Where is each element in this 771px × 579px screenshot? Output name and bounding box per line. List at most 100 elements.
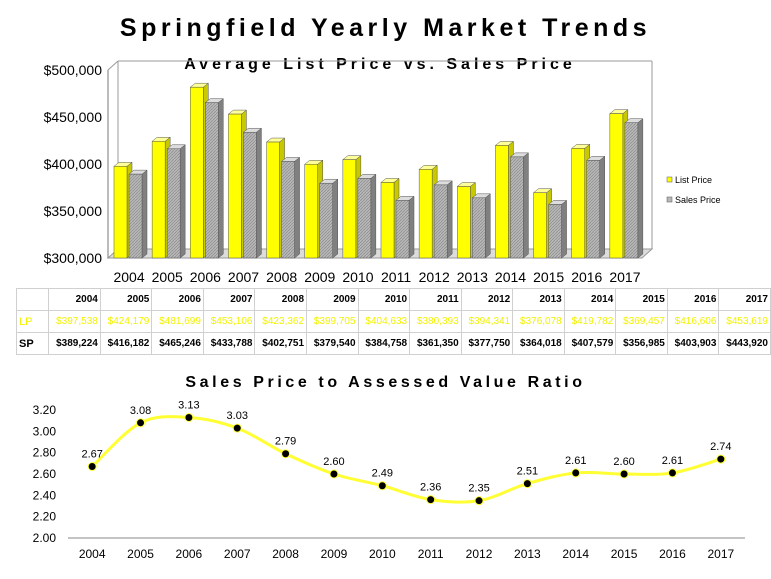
- table-cell: $356,985: [615, 332, 668, 355]
- line-y-tick-label: 2.20: [33, 510, 57, 524]
- line-x-tick-label: 2005: [127, 547, 154, 561]
- x-tick-label: 2016: [571, 269, 602, 285]
- table-cell: $384,758: [357, 332, 411, 355]
- bar-front: [609, 113, 624, 259]
- bar-front: [380, 182, 395, 259]
- bar-front: [510, 156, 524, 259]
- line-x-tick-label: 2008: [272, 547, 299, 561]
- line-x-tick-label: 2004: [79, 547, 106, 561]
- x-tick-label: 2007: [228, 269, 259, 285]
- ratio-point: [184, 412, 194, 422]
- line-x-tick-label: 2017: [707, 547, 734, 561]
- line-x-tick-label: 2011: [418, 547, 444, 561]
- x-tick-label: 2005: [152, 269, 183, 285]
- x-tick-label: 2011: [381, 269, 411, 285]
- sales-price-bar: [586, 155, 606, 259]
- sales-price-bar: [509, 152, 530, 259]
- line-y-tick-label: 2.80: [33, 446, 57, 460]
- legend-label-sales-price: Sales Price: [675, 195, 721, 205]
- sales-price-bar: [471, 193, 491, 259]
- line-x-tick-label: 2006: [176, 547, 203, 561]
- data-table: 2004 2005 2006 2007 2008 2009 2010 2011 2012 2013…: [15, 288, 771, 355]
- sales-price-bar: [166, 144, 186, 259]
- ratio-data-label: 2.61: [662, 455, 683, 467]
- ratio-data-label: 2.60: [613, 456, 634, 468]
- bar-front: [166, 148, 181, 259]
- line-y-tick-label: 3.00: [33, 424, 57, 438]
- bar-front: [495, 145, 509, 259]
- line-x-tick-label: 2010: [369, 547, 396, 561]
- ratio-point: [232, 423, 242, 433]
- bar-front: [586, 160, 600, 259]
- line-y-tick-label: 2.00: [33, 531, 57, 545]
- bar-chart: $300,000 $350,000 $400,000 $450,000 $500,000…: [44, 60, 721, 285]
- bar-front: [266, 141, 280, 259]
- bar-front: [533, 192, 547, 259]
- bar-front: [472, 197, 486, 259]
- bar-front: [205, 102, 219, 259]
- ratio-point: [474, 496, 484, 506]
- x-tick-label: 2017: [609, 269, 640, 285]
- y-tick-label: $300,000: [44, 250, 103, 266]
- bar-front: [151, 141, 166, 259]
- bar-front: [624, 122, 639, 259]
- table-cell: $443,920: [718, 332, 771, 355]
- bar-front: [342, 159, 357, 259]
- line-x-tick-label: 2015: [611, 547, 638, 561]
- ratio-data-label: 2.49: [372, 468, 393, 480]
- ratio-point: [571, 468, 581, 478]
- bar-front: [433, 184, 448, 259]
- ratio-data-label: 2.36: [420, 482, 441, 494]
- ratio-point: [619, 469, 629, 479]
- ratio-point: [716, 454, 726, 464]
- x-tick-label: 2013: [457, 269, 488, 285]
- x-tick-label: 2006: [190, 269, 221, 285]
- legend-label-list-price: List Price: [675, 175, 712, 185]
- line-y-tick-label: 2.60: [33, 467, 57, 481]
- ratio-point: [426, 495, 436, 505]
- ratio-data-label: 2.74: [710, 441, 731, 453]
- bar-front: [357, 178, 372, 259]
- bar-front: [395, 200, 410, 259]
- legend-swatch-sales-price: [666, 196, 673, 203]
- bar-front: [243, 131, 257, 259]
- line-y-tick-label: 3.20: [33, 403, 57, 417]
- table-cell: $404,633: [357, 310, 411, 333]
- sales-price-bar: [624, 118, 644, 259]
- x-tick-label: 2014: [495, 269, 526, 285]
- table-cell: $402,751: [254, 332, 308, 355]
- line-x-tick-label: 2014: [562, 547, 589, 561]
- ratio-data-label: 2.61: [565, 455, 586, 467]
- page-title: Springfield Yearly Market Trends: [119, 14, 652, 42]
- line-x-tick-label: 2016: [659, 547, 686, 561]
- x-tick-label: 2009: [304, 269, 335, 285]
- sales-price-bar: [395, 195, 415, 259]
- sales-price-bar: [204, 98, 224, 259]
- sales-price-bar: [242, 127, 263, 259]
- ratio-point: [667, 468, 677, 478]
- table-year-header: 2010: [357, 288, 411, 311]
- ratio-point: [87, 462, 97, 472]
- bar-front: [548, 204, 562, 259]
- ratio-data-label: 2.35: [468, 483, 489, 495]
- ratio-point: [281, 449, 291, 459]
- side-wall-top-edge: [107, 60, 119, 71]
- bar-front: [281, 161, 295, 259]
- line-x-tick-label: 2013: [514, 547, 541, 561]
- bar-front: [304, 164, 318, 259]
- sales-price-bar: [280, 156, 301, 259]
- y-tick-label: $350,000: [44, 203, 103, 219]
- ratio-point: [329, 469, 339, 479]
- ratio-data-label: 3.03: [227, 410, 248, 422]
- x-tick-label: 2012: [419, 269, 450, 285]
- bar-front: [190, 86, 204, 259]
- bar-front: [319, 182, 333, 259]
- table-cell: $361,350: [409, 332, 462, 355]
- line-x-tick-label: 2007: [224, 547, 251, 561]
- bar-chart-title: Average List Price vs. Sales Price: [184, 56, 576, 73]
- ratio-data-label: 2.79: [275, 436, 296, 448]
- ratio-point: [136, 418, 146, 428]
- table-row: SP $389,224 $416,182 $465,246 $433,788 $402,7…: [15, 332, 771, 355]
- line-x-tick-label: 2012: [466, 547, 493, 561]
